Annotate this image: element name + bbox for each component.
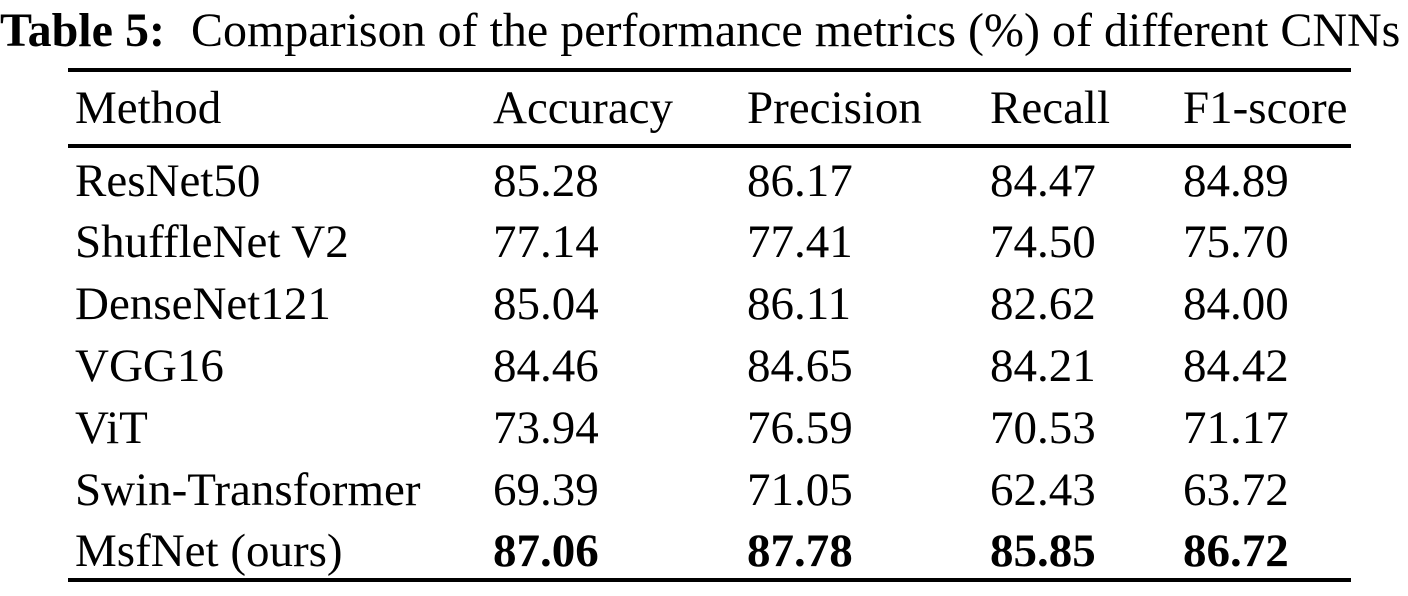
metric-value-cell: 75.70	[1183, 215, 1289, 268]
metric-value-cell: 84.46	[493, 339, 599, 392]
column-header-f1-score: F1-score	[1176, 69, 1351, 148]
table-caption: Table 5: Comparison of the performance m…	[0, 0, 1408, 60]
column-header-accuracy: Accuracy	[486, 69, 740, 148]
table-caption-text: Comparison of the performance metrics (%…	[190, 4, 1401, 57]
metric-value-cell: 71.05	[747, 463, 853, 516]
metric-value-cell: 82.62	[990, 277, 1096, 330]
metric-value-cell: 86.72	[1183, 524, 1289, 577]
metric-value-cell: 84.65	[747, 339, 853, 392]
method-cell: ViT	[75, 401, 148, 454]
metric-value-cell: 85.85	[990, 524, 1096, 577]
column-header-method: Method	[68, 69, 486, 148]
metric-value-cell: 87.78	[747, 524, 853, 577]
metric-value-cell: 85.28	[493, 154, 599, 207]
metric-value-cell: 71.17	[1183, 401, 1289, 454]
method-cell: DenseNet121	[75, 277, 331, 330]
metric-value-cell: 84.89	[1183, 154, 1289, 207]
metric-value-cell: 70.53	[990, 401, 1096, 454]
header-row: Method Accuracy Precision Recall F1-score	[68, 69, 1351, 148]
table-row: ShuffleNet V2 77.14 77.41 74.50 75.70	[68, 208, 1351, 270]
table-row: VGG16 84.46 84.65 84.21 84.42	[68, 332, 1351, 394]
metric-value-cell: 86.11	[747, 277, 852, 330]
metric-value-cell: 62.43	[990, 463, 1096, 516]
metric-value-cell: 73.94	[493, 401, 599, 454]
paper-table-figure: Table 5: Comparison of the performance m…	[0, 0, 1408, 582]
results-table: Method Accuracy Precision Recall F1-score Re…	[68, 67, 1351, 582]
metric-value-cell: 84.21	[990, 339, 1096, 392]
metric-value-cell: 77.41	[747, 215, 853, 268]
column-header-precision: Precision	[740, 69, 983, 148]
table-row: DenseNet121 85.04 86.11 82.62 84.00	[68, 270, 1351, 332]
table-head: Method Accuracy Precision Recall F1-score	[68, 69, 1351, 148]
method-cell: MsfNet (ours)	[75, 524, 343, 577]
metric-value-cell: 84.00	[1183, 277, 1289, 330]
metric-value-cell: 85.04	[493, 277, 599, 330]
table-caption-label: Table 5:	[0, 4, 165, 57]
method-cell: VGG16	[75, 339, 224, 392]
method-cell: ShuffleNet V2	[75, 215, 349, 268]
method-cell: Swin-Transformer	[75, 463, 421, 516]
table-row: ResNet50 85.28 86.17 84.47 84.89	[68, 146, 1351, 208]
metric-value-cell: 63.72	[1183, 463, 1289, 516]
metric-value-cell: 76.59	[747, 401, 853, 454]
metric-value-cell: 69.39	[493, 463, 599, 516]
metric-value-cell: 86.17	[747, 154, 853, 207]
column-header-recall: Recall	[983, 69, 1176, 148]
table-row: ViT 73.94 76.59 70.53 71.17	[68, 394, 1351, 456]
table-row: Swin-Transformer 69.39 71.05 62.43 63.72	[68, 456, 1351, 518]
metric-value-cell: 77.14	[493, 215, 599, 268]
table-row: MsfNet (ours) 87.06 87.78 85.85 86.72	[68, 518, 1351, 580]
metric-value-cell: 74.50	[990, 215, 1096, 268]
metric-value-cell: 84.47	[990, 154, 1096, 207]
metric-value-cell: 87.06	[493, 524, 599, 577]
metric-value-cell: 84.42	[1183, 339, 1289, 392]
table-body: ResNet50 85.28 86.17 84.47 84.89 ShuffleNet V…	[68, 146, 1351, 580]
method-cell: ResNet50	[75, 154, 261, 207]
